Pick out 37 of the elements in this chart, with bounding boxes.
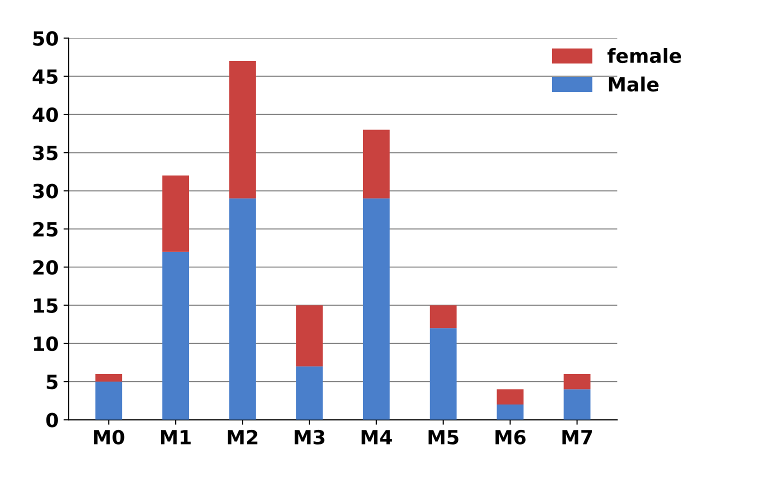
y-tick-label: 45 [32, 70, 58, 84]
y-tick-label: 50 [33, 31, 58, 46]
x-tick-label: M0 [94, 430, 124, 445]
bar [430, 305, 457, 328]
bar [362, 130, 390, 198]
y-tick-label: 15 [34, 298, 58, 313]
y-tick-label: 25 [33, 222, 58, 237]
y-tick-label: 10 [34, 336, 58, 352]
bar [564, 389, 590, 420]
y-tick-label: 30 [33, 184, 58, 198]
y-tick-label: 5 [46, 374, 58, 390]
legend-label: Male [608, 76, 659, 92]
bar [95, 382, 122, 420]
bar [162, 176, 190, 252]
bar [564, 374, 590, 390]
bar [162, 252, 190, 420]
bar [496, 404, 524, 420]
bar [229, 198, 256, 420]
x-tick-label: M6 [496, 430, 526, 445]
y-tick-label: 0 [46, 412, 58, 428]
y-tick-label: 20 [33, 260, 58, 275]
x-tick-label: M1 [160, 430, 191, 444]
x-tick-label: M4 [362, 430, 392, 444]
bar [296, 305, 323, 366]
y-tick-label: 35 [33, 146, 58, 160]
x-tick-label: M3 [294, 430, 324, 445]
y-tick-label: 40 [32, 107, 58, 122]
bar [430, 328, 457, 420]
bar [229, 61, 256, 198]
x-tick-label: M2 [228, 430, 258, 444]
bar [296, 366, 323, 420]
x-tick-label: M5 [428, 430, 458, 445]
bar [496, 389, 524, 404]
bar [95, 374, 122, 382]
bar [362, 198, 390, 420]
x-tick-label: M7 [562, 430, 592, 444]
legend-label: female [608, 48, 682, 64]
